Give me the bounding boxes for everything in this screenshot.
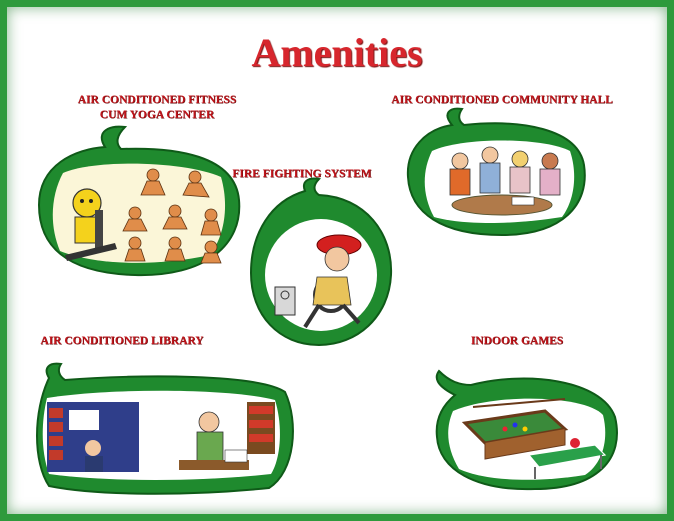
table-tennis-icon bbox=[527, 444, 607, 468]
fitness-yoga-illustration bbox=[37, 125, 241, 277]
community-hall-illustration bbox=[406, 107, 586, 237]
indoor-games-label: INDOOR GAMES bbox=[470, 335, 564, 347]
library-label: AIR CONDITIONED LIBRARY bbox=[40, 335, 204, 347]
firefighter-illustration bbox=[249, 177, 393, 347]
fitness-label-line1: AIR CONDITIONED FITNESS bbox=[77, 94, 237, 106]
person-icon bbox=[451, 152, 469, 170]
reader-icon bbox=[198, 411, 220, 433]
alarm-box-icon bbox=[274, 286, 296, 316]
fitness-label: AIR CONDITIONED FITNESS CUM YOGA CENTER bbox=[57, 93, 257, 123]
community-hall-label: AIR CONDITIONED COMMUNITY HALL bbox=[391, 94, 613, 106]
fire-fighting-label: FIRE FIGHTING SYSTEM bbox=[232, 168, 372, 180]
fitness-label-line2: CUM YOGA CENTER bbox=[99, 109, 215, 121]
page-title: Amenities bbox=[251, 30, 423, 75]
library-illustration bbox=[36, 362, 294, 495]
indoor-games-illustration bbox=[435, 369, 618, 491]
